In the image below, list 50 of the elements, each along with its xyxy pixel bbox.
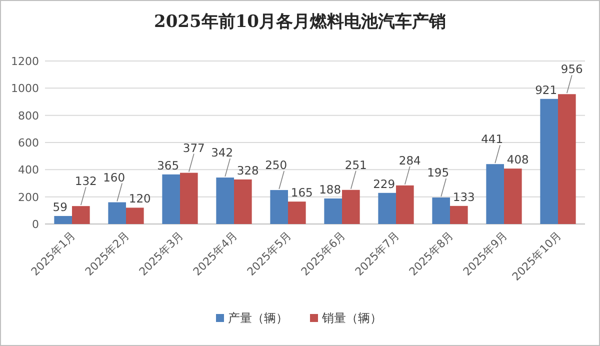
- bar: [378, 192, 396, 224]
- bar: [486, 164, 504, 224]
- bar: [342, 190, 360, 224]
- bar: [396, 185, 414, 224]
- data-label: 921: [535, 82, 558, 97]
- legend-label: 产量（辆）: [228, 311, 288, 325]
- data-label: 365: [157, 158, 180, 172]
- bar: [270, 190, 288, 224]
- y-tick-label: 200: [18, 190, 39, 204]
- bar: [126, 208, 144, 224]
- data-label: 160: [103, 170, 126, 184]
- y-tick-label: 0: [32, 218, 39, 231]
- bar: [162, 174, 180, 224]
- data-label: 195: [427, 166, 450, 180]
- bar: [504, 168, 522, 224]
- chart-title: 2025年前10月各月燃料电池汽车产销: [154, 12, 446, 32]
- data-label: 229: [373, 176, 396, 191]
- bar: [54, 216, 72, 224]
- data-label: 956: [560, 62, 583, 76]
- bar: [288, 202, 306, 224]
- bar: [450, 206, 468, 224]
- data-label: 328: [236, 163, 259, 178]
- bar: [432, 198, 450, 224]
- y-tick-label: 400: [18, 164, 39, 177]
- data-label: 120: [128, 192, 151, 206]
- y-tick-label: 1200: [11, 55, 39, 68]
- data-label: 250: [265, 158, 288, 172]
- data-label: 59: [52, 200, 68, 214]
- data-label: 133: [452, 190, 475, 204]
- bar: [324, 198, 342, 224]
- y-tick-label: 600: [18, 136, 39, 150]
- data-label: 188: [319, 182, 342, 196]
- data-label: 408: [506, 152, 529, 167]
- y-tick-label: 1000: [11, 82, 39, 96]
- data-label: 132: [74, 174, 97, 188]
- data-label: 284: [398, 153, 421, 168]
- bar: [108, 202, 126, 224]
- data-label: 377: [182, 140, 205, 155]
- data-label: 441: [481, 132, 504, 146]
- bar: [540, 98, 558, 224]
- y-tick-label: 800: [18, 109, 39, 122]
- legend-label: 销量（辆）: [321, 311, 382, 325]
- data-label: 251: [344, 158, 367, 172]
- bar: [558, 94, 576, 224]
- bar: [72, 206, 90, 224]
- data-label: 342: [211, 146, 234, 160]
- bar: [180, 172, 198, 224]
- bar: [216, 178, 234, 224]
- data-label: 165: [290, 186, 313, 200]
- bar: [234, 179, 252, 224]
